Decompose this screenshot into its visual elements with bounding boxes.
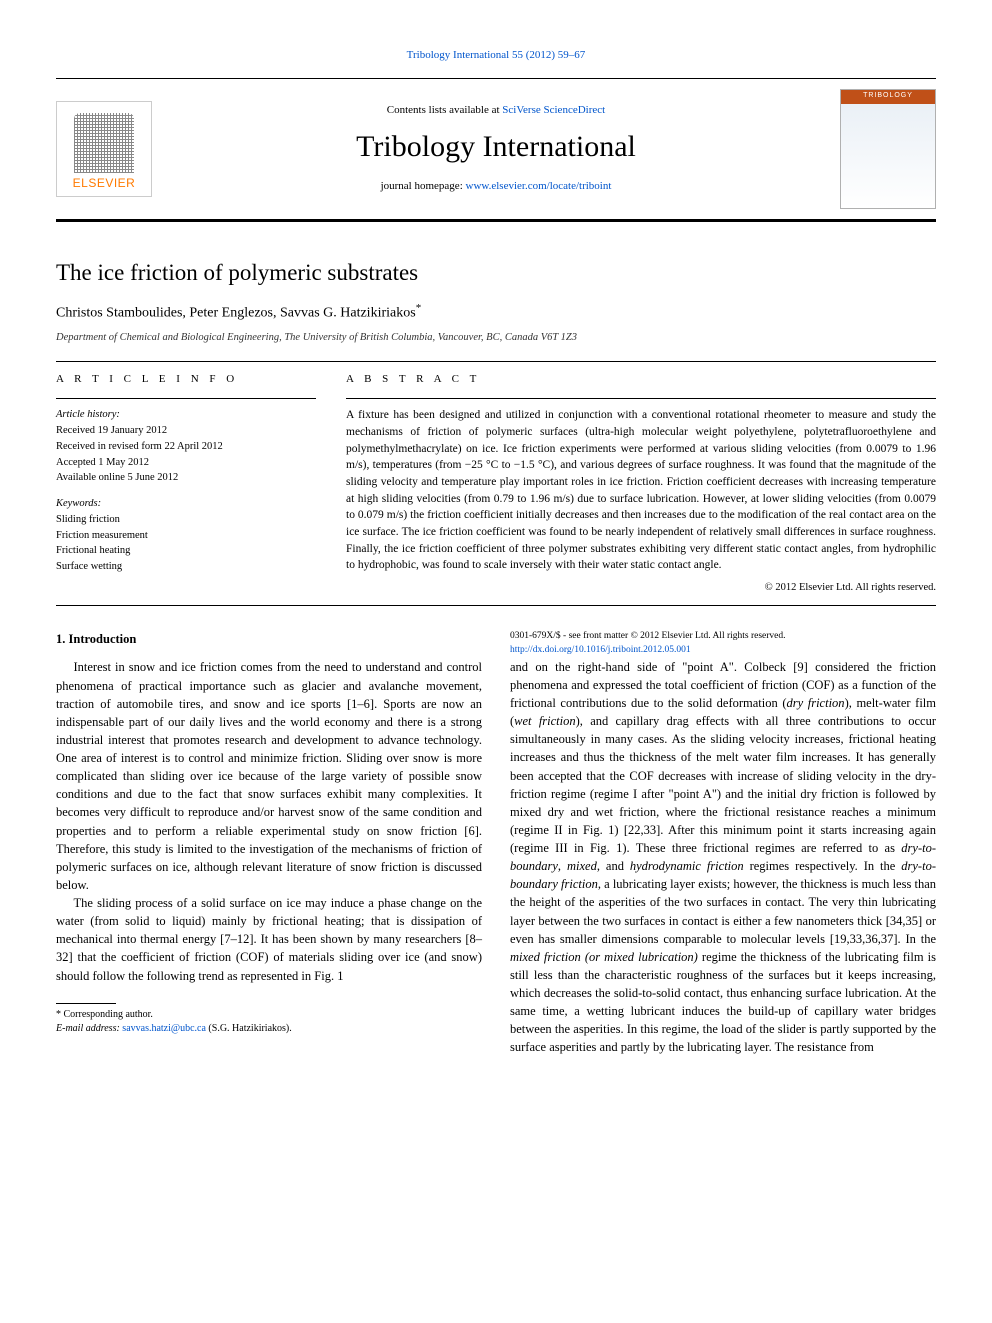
history-revised: Received in revised form 22 April 2012 — [56, 439, 316, 455]
homepage-prefix: journal homepage: — [381, 180, 466, 192]
email-footnote: E-mail address: savvas.hatzi@ubc.ca (S.G… — [56, 1022, 482, 1037]
email-owner: (S.G. Hatzikiriakos). — [206, 1023, 292, 1034]
corresponding-footnote: * Corresponding author. — [56, 1008, 482, 1023]
journal-name: Tribology International — [166, 125, 826, 169]
doi-block: 0301-679X/$ - see front matter © 2012 El… — [510, 630, 936, 658]
author-list: Christos Stamboulides, Peter Englezos, S… — [56, 306, 416, 321]
journal-reference: Tribology International 55 (2012) 59–67 — [56, 48, 936, 64]
journal-reference-link[interactable]: Tribology International 55 (2012) 59–67 — [407, 49, 586, 61]
sciencedirect-link[interactable]: SciVerse ScienceDirect — [502, 104, 605, 116]
article-title: The ice friction of polymeric substrates — [56, 256, 936, 289]
abstract-text: A fixture has been designed and utilized… — [346, 407, 936, 574]
masthead-center: Contents lists available at SciVerse Sci… — [166, 103, 826, 194]
publisher-logo: ELSEVIER — [56, 101, 152, 197]
history-received: Received 19 January 2012 — [56, 423, 316, 439]
article-info-heading: A R T I C L E I N F O — [56, 372, 316, 388]
homepage-line: journal homepage: www.elsevier.com/locat… — [166, 179, 826, 195]
abstract-heading: A B S T R A C T — [346, 372, 936, 388]
contents-line: Contents lists available at SciVerse Sci… — [166, 103, 826, 119]
contents-prefix: Contents lists available at — [387, 104, 502, 116]
abstract-column: A B S T R A C T A fixture has been desig… — [346, 372, 936, 595]
keyword: Surface wetting — [56, 559, 316, 575]
email-link[interactable]: savvas.hatzi@ubc.ca — [122, 1023, 206, 1034]
footnote-separator — [56, 1003, 116, 1004]
body-text: 1. Introduction Interest in snow and ice… — [56, 630, 936, 1056]
keyword: Frictional heating — [56, 543, 316, 559]
paragraph: Interest in snow and ice friction comes … — [56, 658, 482, 894]
paragraph: The sliding process of a solid surface o… — [56, 894, 482, 985]
email-label: E-mail address: — [56, 1023, 122, 1034]
keyword: Sliding friction — [56, 512, 316, 528]
doi-link[interactable]: http://dx.doi.org/10.1016/j.triboint.201… — [510, 645, 691, 655]
info-rule — [56, 398, 316, 399]
homepage-link[interactable]: www.elsevier.com/locate/triboint — [466, 180, 612, 192]
affiliation: Department of Chemical and Biological En… — [56, 330, 936, 345]
front-matter-line: 0301-679X/$ - see front matter © 2012 El… — [510, 630, 936, 644]
journal-cover-thumbnail: TRIBOLOGY — [840, 89, 936, 209]
abstract-rule — [346, 398, 936, 399]
cover-banner-text: TRIBOLOGY — [841, 91, 935, 101]
masthead: ELSEVIER Contents lists available at Sci… — [56, 78, 936, 222]
article-history: Article history: Received 19 January 201… — [56, 407, 316, 575]
elsevier-tree-icon — [74, 113, 134, 173]
abstract-copyright: © 2012 Elsevier Ltd. All rights reserved… — [346, 580, 936, 595]
history-label: Article history: — [56, 407, 316, 423]
history-accepted: Accepted 1 May 2012 — [56, 455, 316, 471]
paragraph: and on the right-hand side of "point A".… — [510, 658, 936, 1057]
keyword: Friction measurement — [56, 528, 316, 544]
publisher-name: ELSEVIER — [73, 173, 136, 196]
meta-grid: A R T I C L E I N F O Article history: R… — [56, 372, 936, 595]
article-info-column: A R T I C L E I N F O Article history: R… — [56, 372, 316, 595]
history-online: Available online 5 June 2012 — [56, 470, 316, 486]
body-divider — [56, 605, 936, 606]
corresponding-mark: * — [416, 302, 422, 314]
section-heading: 1. Introduction — [56, 630, 482, 648]
section-divider — [56, 361, 936, 362]
keywords-label: Keywords: — [56, 496, 316, 512]
authors: Christos Stamboulides, Peter Englezos, S… — [56, 301, 936, 324]
